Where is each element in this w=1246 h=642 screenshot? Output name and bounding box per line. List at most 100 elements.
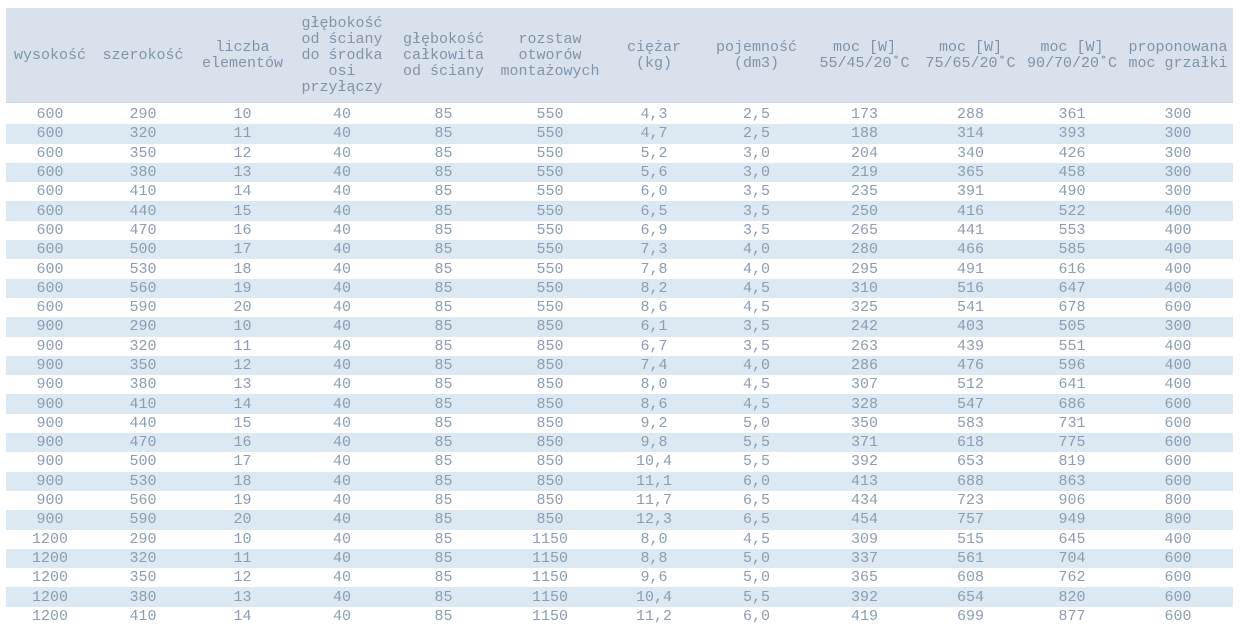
cell-rozstaw-otworow-montazowych: 850: [536, 318, 564, 336]
cell-moc-90-70-20: 678: [1058, 299, 1086, 317]
cell-moc-55-45-20: 328: [850, 395, 878, 413]
cell-rozstaw-otworow-montazowych: 550: [536, 221, 564, 239]
cell-glebokosc-od-sciany-do-srodka-osi-przylaczy: 40: [332, 549, 351, 567]
cell-moc-75-65-20: 441: [956, 221, 984, 239]
column-header-glebokosc-od-sciany-do-srodka-osi-przylaczy: głębokość od ściany do środka osi przyłą…: [293, 8, 391, 105]
cell-glebokosc-calkowita-od-sciany: 85: [434, 549, 453, 567]
cell-moc-90-70-20: 863: [1058, 472, 1086, 490]
cell-glebokosc-od-sciany-do-srodka-osi-przylaczy: 40: [332, 260, 351, 278]
cell-moc-75-65-20: 723: [956, 492, 984, 510]
cell-moc-75-65-20: 516: [956, 279, 984, 297]
header-row: wysokość szerokość liczba elementów głęboko…: [6, 8, 1233, 105]
cell-ciezar-kg: 8,0: [640, 376, 668, 394]
cell-rozstaw-otworow-montazowych: 550: [536, 279, 564, 297]
table-row: 900 320 11 40 85 850 6,7 3,5 263 439 551 400: [6, 336, 1233, 356]
cell-moc-90-70-20: 686: [1058, 395, 1086, 413]
cell-moc-90-70-20: 906: [1058, 492, 1086, 510]
cell-ciezar-kg: 6,7: [640, 337, 668, 355]
cell-ciezar-kg: 8,6: [640, 299, 668, 317]
table-row: 600 440 15 40 85 550 6,5 3,5 250 416 522 400: [6, 201, 1233, 221]
cell-glebokosc-od-sciany-do-srodka-osi-przylaczy: 40: [332, 492, 351, 510]
cell-moc-90-70-20: 551: [1058, 337, 1086, 355]
cell-moc-90-70-20: 877: [1058, 607, 1086, 625]
cell-moc-55-45-20: 188: [850, 125, 878, 143]
cell-proponowana-moc-grzalki: 300: [1164, 125, 1192, 143]
cell-rozstaw-otworow-montazowych: 850: [536, 376, 564, 394]
cell-moc-55-45-20: 337: [850, 549, 878, 567]
column-header-proponowana-moc-grzalki: proponowana moc grzałki: [1123, 8, 1233, 105]
cell-proponowana-moc-grzalki: 400: [1164, 202, 1192, 220]
table-row: 1200 320 11 40 85 1150 8,8 5,0 337 561 704 600: [6, 548, 1233, 569]
cell-proponowana-moc-grzalki: 300: [1164, 183, 1192, 201]
cell-glebokosc-calkowita-od-sciany: 85: [434, 164, 453, 182]
table-row: 600 560 19 40 85 550 8,2 4,5 310 516 647 400: [6, 278, 1233, 298]
cell-liczba-elementow: 16: [233, 434, 252, 452]
cell-wysokosc: 600: [36, 260, 64, 278]
cell-moc-75-65-20: 288: [956, 106, 984, 124]
cell-liczba-elementow: 18: [233, 260, 252, 278]
cell-moc-75-65-20: 541: [956, 299, 984, 317]
cell-wysokosc: 1200: [31, 530, 68, 548]
cell-szerokosc: 560: [129, 279, 157, 297]
cell-moc-75-65-20: 391: [956, 183, 984, 201]
cell-glebokosc-od-sciany-do-srodka-osi-przylaczy: 40: [332, 106, 351, 124]
cell-moc-55-45-20: 295: [850, 260, 878, 278]
cell-wysokosc: 600: [36, 125, 64, 143]
cell-liczba-elementow: 12: [233, 144, 252, 162]
cell-moc-75-65-20: 416: [956, 202, 984, 220]
table-row: 900 440 15 40 85 850 9,2 5,0 350 583 731 600: [6, 413, 1233, 434]
cell-moc-75-65-20: 608: [956, 569, 984, 587]
cell-pojemnosc-dm3: 5,5: [742, 434, 770, 452]
cell-moc-90-70-20: 704: [1058, 549, 1086, 567]
cell-moc-75-65-20: 314: [956, 125, 984, 143]
column-header-wysokosc: wysokość: [6, 8, 94, 105]
cell-liczba-elementow: 14: [233, 183, 252, 201]
cell-glebokosc-calkowita-od-sciany: 85: [434, 144, 453, 162]
cell-moc-55-45-20: 265: [850, 221, 878, 239]
cell-ciezar-kg: 11,7: [635, 492, 672, 510]
cell-glebokosc-calkowita-od-sciany: 85: [434, 279, 453, 297]
cell-ciezar-kg: 4,7: [640, 125, 668, 143]
cell-glebokosc-calkowita-od-sciany: 85: [434, 376, 453, 394]
cell-rozstaw-otworow-montazowych: 850: [536, 492, 564, 510]
cell-pojemnosc-dm3: 4,5: [742, 395, 770, 413]
cell-glebokosc-calkowita-od-sciany: 85: [434, 588, 453, 606]
cell-glebokosc-od-sciany-do-srodka-osi-przylaczy: 40: [332, 337, 351, 355]
cell-ciezar-kg: 9,6: [640, 569, 668, 587]
cell-glebokosc-calkowita-od-sciany: 85: [434, 434, 453, 452]
cell-liczba-elementow: 10: [233, 530, 252, 548]
cell-glebokosc-od-sciany-do-srodka-osi-przylaczy: 40: [332, 588, 351, 606]
cell-glebokosc-od-sciany-do-srodka-osi-przylaczy: 40: [332, 357, 351, 374]
cell-pojemnosc-dm3: 3,5: [742, 221, 770, 239]
cell-proponowana-moc-grzalki: 600: [1164, 569, 1192, 587]
cell-rozstaw-otworow-montazowych: 550: [536, 299, 564, 317]
cell-moc-90-70-20: 393: [1058, 125, 1086, 143]
cell-wysokosc: 600: [36, 299, 64, 317]
table-row: 900 470 16 40 85 850 9,8 5,5 371 618 775 600: [6, 433, 1233, 453]
cell-szerokosc: 500: [129, 453, 157, 471]
cell-moc-55-45-20: 392: [850, 588, 878, 606]
cell-pojemnosc-dm3: 4,5: [742, 299, 770, 317]
cell-glebokosc-calkowita-od-sciany: 85: [434, 395, 453, 413]
table-row: 600 350 12 40 85 550 5,2 3,0 204 340 426 300: [6, 143, 1233, 163]
radiator-spec-table-wrap: wysokość szerokość liczba elementów głęboko…: [6, 8, 1233, 627]
cell-glebokosc-od-sciany-do-srodka-osi-przylaczy: 40: [332, 241, 351, 259]
cell-moc-90-70-20: 647: [1058, 279, 1086, 297]
cell-moc-75-65-20: 699: [956, 607, 984, 625]
cell-rozstaw-otworow-montazowych: 550: [536, 106, 564, 124]
cell-rozstaw-otworow-montazowych: 1150: [531, 588, 568, 606]
cell-glebokosc-calkowita-od-sciany: 85: [434, 125, 453, 143]
cell-glebokosc-calkowita-od-sciany: 85: [434, 221, 453, 239]
cell-rozstaw-otworow-montazowych: 850: [536, 453, 564, 471]
cell-pojemnosc-dm3: 4,5: [742, 376, 770, 394]
cell-pojemnosc-dm3: 3,5: [742, 337, 770, 355]
cell-proponowana-moc-grzalki: 400: [1164, 241, 1192, 259]
cell-proponowana-moc-grzalki: 400: [1164, 260, 1192, 278]
cell-glebokosc-calkowita-od-sciany: 85: [434, 241, 453, 259]
column-header-pojemnosc-dm3: pojemność (dm3): [704, 8, 809, 105]
cell-proponowana-moc-grzalki: 300: [1164, 144, 1192, 162]
cell-rozstaw-otworow-montazowych: 850: [536, 414, 564, 432]
cell-pojemnosc-dm3: 3,5: [742, 202, 770, 220]
cell-moc-55-45-20: 242: [850, 318, 878, 336]
radiator-spec-table: wysokość szerokość liczba elementów głęboko…: [6, 8, 1233, 627]
